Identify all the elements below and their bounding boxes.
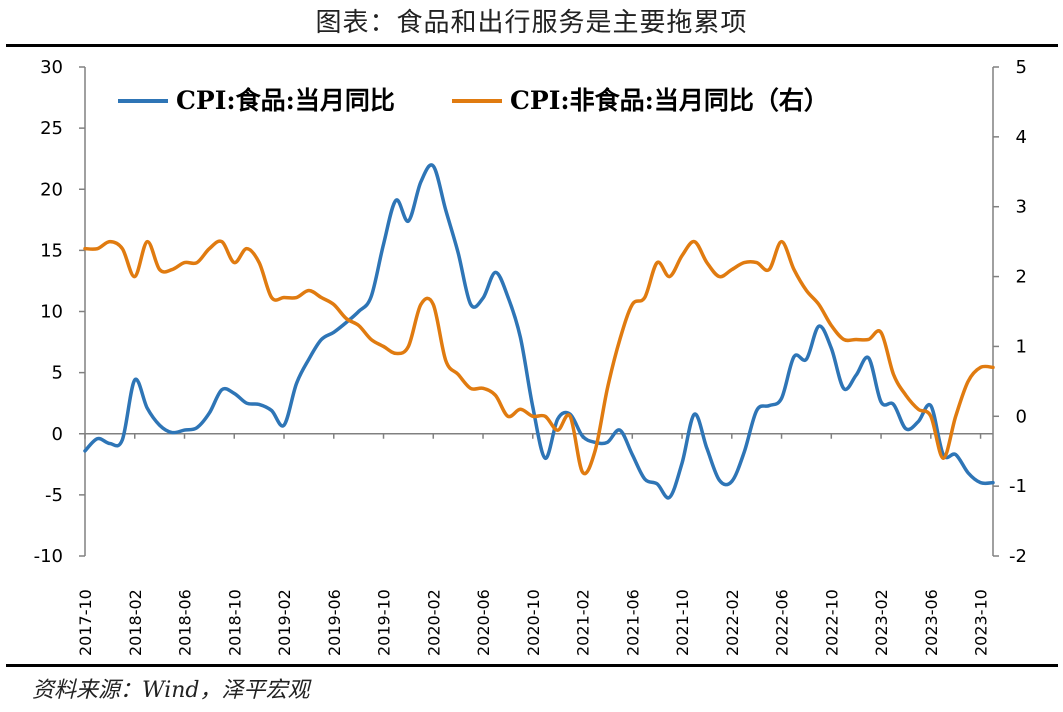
x-tick-label: 2022-10 [822,589,841,656]
x-tick-label: 2017-10 [76,589,95,656]
left-tick-label: 5 [52,363,63,384]
x-tick-label: 2021-06 [623,589,642,656]
x-tick-label: 2020-02 [424,589,443,656]
legend-label-food: CPI:食品:当月同比 [176,86,395,115]
x-tick-label: 2019-02 [275,589,294,656]
x-tick-label: 2020-06 [474,589,493,656]
x-tick-label: 2019-06 [325,589,344,656]
right-tick-label: 2 [1016,267,1027,288]
chart-title: 图表：食品和出行服务是主要拖累项 [315,8,748,38]
legend-label-nonfood: CPI:非食品:当月同比（右） [510,86,829,115]
right-tick-label: -1 [1009,476,1027,497]
x-tick-label: 2018-06 [176,589,195,656]
series-line-nonfood [83,239,995,476]
x-tick-label: 2018-02 [126,589,145,656]
x-tick-label: 2020-10 [524,589,543,656]
bottom-rule [6,664,1058,667]
right-tick-label: 4 [1016,127,1027,148]
right-tick-label: -2 [1009,546,1027,567]
x-tick-label: 2019-10 [375,589,394,656]
left-tick-label: 10 [40,302,63,323]
x-tick-label: 2022-02 [723,589,742,656]
x-tick-label: 2021-02 [574,589,593,656]
left-tick-label: 25 [40,118,63,139]
right-tick-label: 3 [1016,197,1027,218]
x-tick-label: 2021-10 [673,589,692,656]
x-tick-label: 2023-06 [922,589,941,656]
legend: CPI:食品:当月同比 CPI:非食品:当月同比（右） [118,86,829,115]
x-tick-label: 2023-10 [972,589,991,656]
x-tick-label: 2022-06 [773,589,792,656]
series-lines [83,163,995,500]
right-tick-label: 5 [1016,57,1027,78]
left-tick-label: 15 [40,240,63,261]
left-tick-label: 20 [40,179,63,200]
right-tick-label: 0 [1016,406,1027,427]
series-line-food [83,163,995,500]
left-tick-label: 0 [52,424,63,445]
left-tick-label: 30 [40,57,63,78]
x-tick-label: 2018-10 [225,589,244,656]
right-tick-label: 1 [1016,336,1027,357]
x-tick-label: 2023-02 [872,589,891,656]
source-note: 资料来源：Wind，泽平宏观 [32,678,310,703]
top-rule [6,44,1058,47]
left-tick-label: -5 [45,485,63,506]
left-tick-label: -10 [34,546,63,567]
